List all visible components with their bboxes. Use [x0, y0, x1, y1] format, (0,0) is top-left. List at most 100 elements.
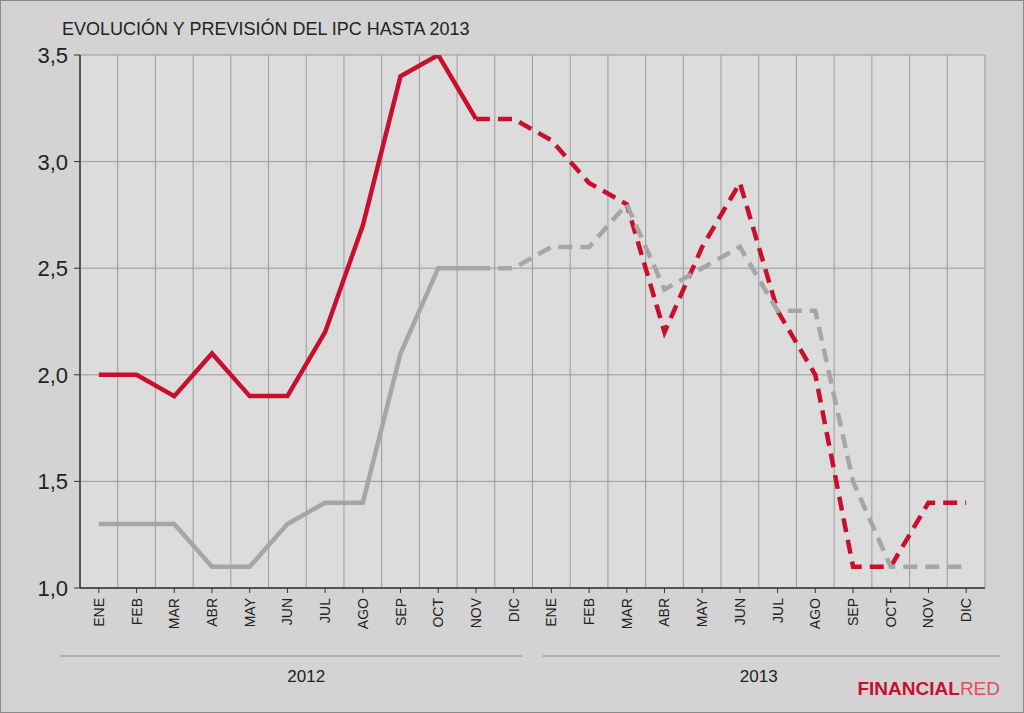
- grid-line-x: [947, 55, 948, 588]
- y-axis: [79, 55, 81, 588]
- x-axis: [80, 587, 985, 589]
- chart: EVOLUCIÓN Y PREVISIÓN DEL IPC HASTA 2013…: [0, 0, 1024, 713]
- x-tick: [739, 588, 740, 593]
- grid-line-x: [985, 55, 986, 588]
- brand-part: FINANCIAL: [857, 678, 960, 699]
- x-tick-label: FEB: [129, 598, 145, 625]
- grid-line-x: [419, 55, 420, 588]
- series-line: [99, 55, 476, 396]
- grid-line-y: [80, 268, 985, 269]
- y-tick: [74, 161, 80, 162]
- group-line: [543, 656, 1001, 657]
- group-line: [60, 656, 523, 657]
- grid-line-x: [796, 55, 797, 588]
- x-tick-label: OCT: [430, 598, 446, 628]
- x-tick: [400, 588, 401, 593]
- grid-line-y: [80, 161, 985, 162]
- y-tick-label: 1,5: [37, 469, 68, 494]
- grid-line-x: [230, 55, 231, 588]
- x-tick: [853, 588, 854, 593]
- x-tick: [475, 588, 476, 593]
- x-tick-label: MAR: [619, 598, 635, 629]
- series-line: [476, 119, 966, 567]
- y-tick: [74, 374, 80, 375]
- title: EVOLUCIÓN Y PREVISIÓN DEL IPC HASTA 2013: [62, 18, 470, 39]
- y-tick: [74, 588, 80, 589]
- x-tick: [815, 588, 816, 593]
- x-tick-label: NOV: [468, 597, 484, 628]
- x-tick: [589, 588, 590, 593]
- x-tick-label: OCT: [883, 598, 899, 628]
- x-tick: [287, 588, 288, 593]
- x-tick-label: JUL: [770, 598, 786, 623]
- x-tick-label: DIC: [958, 598, 974, 622]
- x-tick-label: AGO: [807, 598, 823, 629]
- y-tick: [74, 268, 80, 269]
- grid-line-x: [645, 55, 646, 588]
- x-tick-label: ENE: [91, 598, 107, 627]
- y-tick-label: 2,0: [37, 363, 68, 388]
- grid-line-x: [268, 55, 269, 588]
- grid-line-y: [80, 588, 985, 589]
- grid-line-x: [721, 55, 722, 588]
- grid-line-x: [155, 55, 156, 588]
- x-tick: [664, 588, 665, 593]
- x-tick-label: SEP: [845, 598, 861, 626]
- grid-line-y: [80, 374, 985, 375]
- series-line: [476, 204, 966, 566]
- x-tick: [966, 588, 967, 593]
- x-tick: [98, 588, 99, 593]
- x-tick-label: MAY: [242, 597, 258, 627]
- x-tick-label: JUL: [317, 598, 333, 623]
- y-tick: [74, 55, 80, 56]
- x-tick-label: JUN: [732, 598, 748, 625]
- series-group: [99, 55, 966, 567]
- grid-line-x: [834, 55, 835, 588]
- x-tick-label: ABR: [656, 598, 672, 627]
- x-tick-label: SEP: [393, 598, 409, 626]
- x-tick: [362, 588, 363, 593]
- grid-line-x: [909, 55, 910, 588]
- background: [1, 1, 1024, 713]
- y-tick-label: 3,5: [37, 43, 68, 68]
- grid-line-x: [193, 55, 194, 588]
- grid-line-x: [343, 55, 344, 588]
- x-tick: [513, 588, 514, 593]
- grid-line-x: [607, 55, 608, 588]
- x-tick: [211, 588, 212, 593]
- y-tick-label: 3,0: [37, 150, 68, 175]
- plot-area: [80, 55, 985, 588]
- grid-line-x: [494, 55, 495, 588]
- x-tick-label: DIC: [506, 598, 522, 622]
- x-tick: [438, 588, 439, 593]
- grid-line-x: [570, 55, 571, 588]
- x-tick-label: NOV: [920, 597, 936, 628]
- grid-line-y: [80, 55, 985, 56]
- grid-line-x: [871, 55, 872, 588]
- group-label: 2013: [740, 667, 778, 686]
- brand: FINANCIALRED: [857, 678, 1000, 699]
- x-tick: [890, 588, 891, 593]
- y-tick-label: 2,5: [37, 256, 68, 281]
- x-tick: [136, 588, 137, 593]
- x-tick: [325, 588, 326, 593]
- x-tick: [249, 588, 250, 593]
- x-tick-label: FEB: [581, 598, 597, 625]
- group-label: 2012: [287, 667, 325, 686]
- grid-line-x: [117, 55, 118, 588]
- x-tick: [626, 588, 627, 593]
- grid-line-x: [80, 55, 81, 588]
- x-tick-label: MAR: [166, 598, 182, 629]
- grid-line-x: [532, 55, 533, 588]
- grid-line-x: [457, 55, 458, 588]
- x-tick-label: JUN: [279, 598, 295, 625]
- x-tick: [777, 588, 778, 593]
- grid-line-x: [381, 55, 382, 588]
- y-tick: [74, 481, 80, 482]
- x-tick-label: ABR: [204, 598, 220, 627]
- x-tick-label: AGO: [355, 598, 371, 629]
- grid-line-y: [80, 481, 985, 482]
- grid-line-x: [758, 55, 759, 588]
- brand-part: RED: [960, 678, 1000, 699]
- x-tick: [551, 588, 552, 593]
